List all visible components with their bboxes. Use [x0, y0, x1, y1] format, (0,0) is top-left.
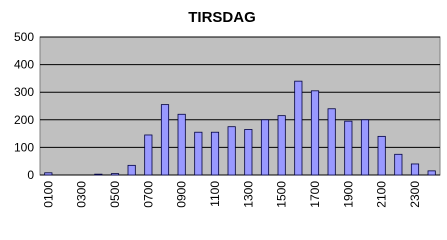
bar [260, 119, 270, 176]
bar [327, 108, 336, 176]
x-tick-label: 1300 [241, 181, 255, 208]
bar [144, 134, 153, 176]
bar [210, 131, 220, 176]
chart-title: TIRSDAG [188, 9, 256, 26]
bar [377, 135, 386, 176]
x-tick-label: 2300 [408, 181, 422, 208]
x-tick-label: 1500 [275, 181, 289, 208]
plot-area [39, 36, 441, 176]
bar [244, 129, 253, 176]
bar [177, 113, 186, 176]
bar [394, 153, 403, 176]
bar [127, 164, 136, 176]
bar [427, 170, 436, 176]
x-tick-label: 0700 [141, 181, 155, 208]
y-tick-label: 200 [14, 113, 34, 127]
y-tick-label: 400 [14, 58, 34, 72]
x-tick-label: 2100 [375, 181, 389, 208]
bar [194, 131, 203, 176]
x-tick-label: 1900 [341, 181, 355, 208]
x-tick-label: 0900 [175, 181, 189, 208]
y-tick-label: 300 [14, 85, 34, 99]
x-tick-label: 0300 [75, 181, 89, 208]
x-tick-label: 0500 [108, 181, 122, 208]
bar [227, 126, 236, 176]
bar [110, 173, 120, 176]
y-tick-label: 500 [14, 30, 34, 44]
y-tick-label: 0 [27, 168, 34, 182]
x-tick-label: 0100 [41, 181, 55, 208]
x-tick-label: 1700 [308, 181, 322, 208]
bar [277, 115, 286, 176]
bar [410, 163, 420, 176]
bar [310, 90, 320, 176]
bar [294, 80, 303, 176]
bar [360, 119, 370, 176]
bar [160, 104, 170, 176]
bar [44, 172, 53, 176]
bar [94, 173, 103, 176]
x-tick-label: 1100 [208, 181, 222, 207]
y-tick-label: 100 [14, 140, 34, 154]
bar [344, 120, 353, 176]
